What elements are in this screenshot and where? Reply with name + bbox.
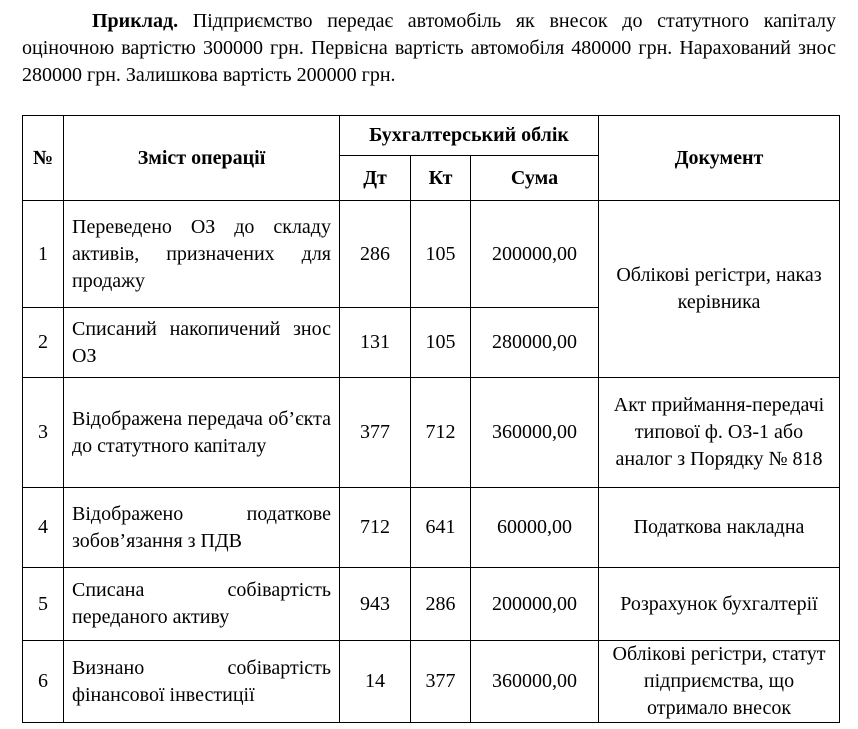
header-accounting: Бухгалтерський облік [339, 115, 599, 156]
table-row: 4 Відображено податкове зобов’язання з ПД… [22, 487, 840, 568]
table-row: 5 Списана собівартість переданого активу 9… [22, 567, 840, 641]
header-operation: Зміст операції [63, 115, 340, 201]
document: Розрахунок бухгалтерії [598, 567, 840, 641]
operation: Визнано собівартість фінансової інвестиц… [63, 640, 340, 723]
header-amount: Сума [470, 155, 599, 201]
operation: Відображена передача об’єкта до статутно… [63, 377, 340, 488]
document: Облікові регістри, статут підприємства, … [598, 640, 840, 723]
lead: Приклад. [92, 10, 179, 32]
table-body: 1 Переведено ОЗ до складу активів, призна… [22, 200, 840, 723]
operation: Переведено ОЗ до складу активів, признач… [63, 200, 340, 308]
debit: 131 [339, 307, 411, 378]
header-credit: Кт [410, 155, 471, 201]
row-number: 4 [22, 487, 64, 568]
row-number: 2 [22, 307, 64, 378]
row-number: 1 [22, 200, 64, 308]
amount: 60000,00 [470, 487, 599, 568]
row-number: 5 [22, 567, 64, 641]
document: Облікові регістри, наказ керівника [598, 200, 840, 378]
header-number: № [22, 115, 64, 201]
header-document: Документ [598, 115, 840, 201]
credit: 377 [410, 640, 471, 723]
debit: 377 [339, 377, 411, 488]
operations-table: № Зміст операції Бухгалтерський облік До… [22, 115, 840, 723]
amount: 360000,00 [470, 377, 599, 488]
debit: 943 [339, 567, 411, 641]
credit: 712 [410, 377, 471, 488]
credit: 286 [410, 567, 471, 641]
table-row: 2 Списаний накопичений знос ОЗ 131 105 28000… [22, 307, 840, 378]
debit: 286 [339, 200, 411, 308]
amount: 200000,00 [470, 200, 599, 308]
row-number: 6 [22, 640, 64, 723]
operation: Списана собівартість переданого активу [63, 567, 340, 641]
table-row: 1 Переведено ОЗ до складу активів, призна… [22, 200, 840, 378]
operation: Відображено податкове зобов’язання з ПДВ [63, 487, 340, 568]
intro-text: Підприємство передає автомобіль як внесо… [22, 10, 837, 86]
row-number: 3 [22, 377, 64, 488]
header-debit: Дт [339, 155, 411, 201]
amount: 280000,00 [470, 307, 599, 378]
amount: 360000,00 [470, 640, 599, 723]
credit: 641 [410, 487, 471, 568]
document: Податкова накладна [598, 487, 840, 568]
debit: 712 [339, 487, 411, 568]
intro-paragraph: Приклад. Підприємство передає автомобіль… [22, 8, 836, 89]
table-row: 6 Визнано собівартість фінансової інвести… [22, 640, 840, 723]
debit: 14 [339, 640, 411, 723]
document: Акт приймання-передачі типової ф. ОЗ-1 а… [598, 377, 840, 488]
credit: 105 [410, 200, 471, 308]
table-row: 3 Відображена передача об’єкта до статутн… [22, 377, 840, 488]
amount: 200000,00 [470, 567, 599, 641]
credit: 105 [410, 307, 471, 378]
operation: Списаний накопичений знос ОЗ [63, 307, 340, 378]
